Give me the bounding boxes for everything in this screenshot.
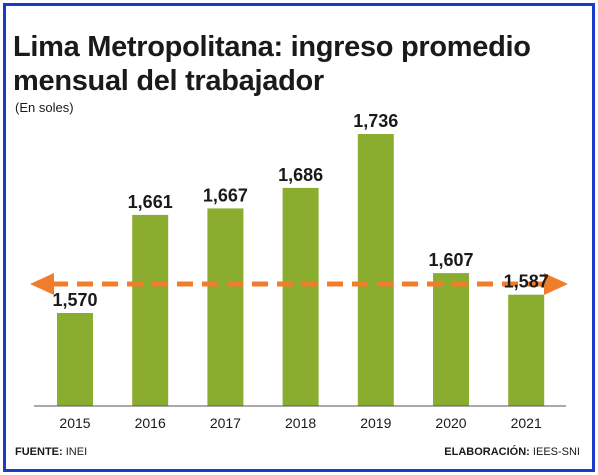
chart-title: Lima Metropolitana: ingreso promedio men… xyxy=(13,30,531,98)
credit-value: IEES-SNI xyxy=(532,446,580,458)
bar-2019 xyxy=(357,134,394,406)
source-value: INEI xyxy=(65,446,88,458)
bar-2015 xyxy=(57,313,93,406)
chart-subtitle: (En soles) xyxy=(15,100,74,115)
bars-group xyxy=(57,134,545,406)
value-label-2016: 1,661 xyxy=(128,192,173,212)
source-note: FUENTE: INEI xyxy=(15,446,87,458)
source-label: FUENTE: xyxy=(15,446,63,458)
credit-label: ELABORACIÓN: xyxy=(444,446,530,458)
x-tick-2019: 2019 xyxy=(360,415,391,431)
reference-arrow xyxy=(30,273,568,295)
value-label-2018: 1,686 xyxy=(278,165,323,185)
bar-2017 xyxy=(207,208,244,406)
bar-2020 xyxy=(433,273,469,406)
x-tick-2017: 2017 xyxy=(210,415,241,431)
x-tick-2016: 2016 xyxy=(135,415,166,431)
value-label-2017: 1,667 xyxy=(203,185,248,205)
x-tick-2018: 2018 xyxy=(285,415,316,431)
x-tick-2020: 2020 xyxy=(435,415,466,431)
title-line-2: mensual del trabajador xyxy=(13,65,324,97)
credit-note: ELABORACIÓN: IEES-SNI xyxy=(444,446,580,458)
title-line-1: Lima Metropolitana: ingreso promedio xyxy=(13,31,531,63)
value-labels-group: 1,570 1,661 1,667 1,686 1,736 1,607 1,587 xyxy=(52,111,548,310)
arrow-head-right xyxy=(544,273,568,295)
x-tick-2021: 2021 xyxy=(511,415,542,431)
bar-2016 xyxy=(132,214,169,406)
x-tick-labels-group: 2015 2016 2017 2018 2019 2020 2021 xyxy=(59,415,542,431)
x-tick-2015: 2015 xyxy=(59,415,90,431)
arrow-head-left xyxy=(30,273,54,295)
bar-2018 xyxy=(282,187,319,406)
value-label-2015: 1,570 xyxy=(52,290,97,310)
value-label-2021: 1,587 xyxy=(504,272,549,292)
value-label-2019: 1,736 xyxy=(353,111,398,131)
bar-2021 xyxy=(508,294,545,406)
value-label-2020: 1,607 xyxy=(428,250,473,270)
